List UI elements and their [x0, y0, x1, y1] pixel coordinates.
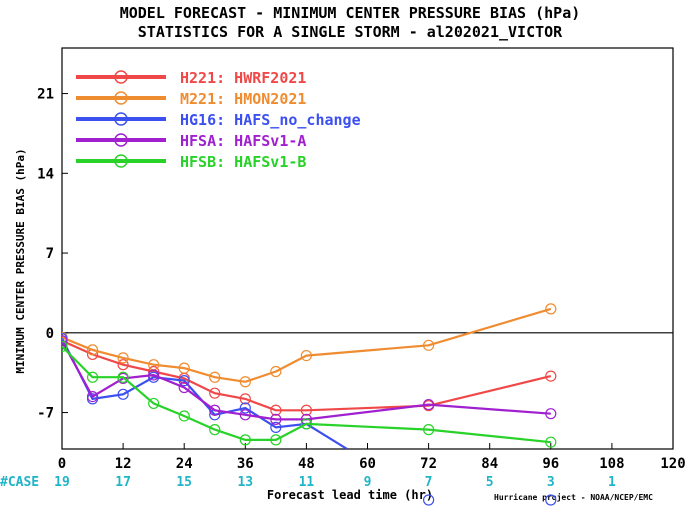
series-line	[62, 307, 552, 383]
x-tick-label: 96	[542, 456, 559, 472]
x-tick-label: 60	[359, 456, 376, 472]
legend-marker	[114, 154, 128, 168]
series-line	[62, 345, 551, 444]
series-point	[209, 371, 221, 383]
series-point	[545, 303, 557, 315]
series-point	[423, 424, 435, 436]
series-point	[270, 404, 282, 416]
y-tick-label: 21	[37, 87, 54, 103]
series-point	[178, 375, 190, 387]
chart-subtitle: STATISTICS FOR A SINGLE STORM - al202021…	[138, 23, 563, 41]
series-point	[148, 397, 160, 410]
series-point	[545, 370, 557, 382]
series-point	[62, 340, 68, 353]
series-point	[178, 381, 190, 394]
legend-label: HG16: HAFS_no_change	[180, 111, 361, 129]
series-point	[239, 434, 251, 446]
x-tick-label: 48	[298, 456, 315, 472]
series-point	[209, 387, 221, 399]
legend-label: HFSA: HAFSv1-A	[180, 132, 306, 150]
legend-label: H221: HWRF2021	[180, 69, 306, 87]
x-tick-label: 120	[660, 456, 685, 472]
series-line	[62, 338, 348, 449]
legend-label: HFSB: HAFSv1-B	[180, 153, 306, 171]
legend-marker	[114, 91, 128, 105]
offscale-marker	[423, 494, 435, 506]
series-point	[545, 408, 557, 420]
series-point	[62, 335, 68, 347]
series-point	[270, 434, 282, 446]
x-axis-label: Forecast lead time (hr)	[267, 488, 433, 502]
series-point	[239, 376, 251, 388]
series-point	[86, 344, 99, 356]
x-tick-label: 36	[237, 456, 254, 472]
plot-frame	[61, 47, 674, 450]
series-point	[300, 418, 312, 430]
case-label: #CASE	[0, 475, 39, 490]
series-point	[239, 402, 251, 414]
series-point	[270, 365, 282, 378]
case-count: 3	[547, 475, 555, 490]
series-line	[62, 339, 552, 412]
plot-area: 0 12 24 36 48 60 72 84 96 108 120 -7 0 7 14 21 H221: HWR…	[37, 47, 686, 506]
series-point	[86, 371, 99, 383]
series-point	[239, 409, 251, 421]
y-tick-label: 14	[37, 166, 54, 182]
case-count: 13	[237, 475, 253, 490]
x-tick-label: 108	[599, 456, 624, 472]
chart-title: MODEL FORECAST - MINIMUM CENTER PRESSURE…	[120, 4, 581, 22]
series-point	[239, 393, 251, 405]
x-tick-label: 24	[176, 456, 193, 472]
series-point	[270, 421, 282, 433]
series-point	[209, 404, 221, 416]
series-point	[117, 359, 129, 371]
legend-marker	[114, 112, 128, 126]
y-tick-label: 7	[46, 246, 54, 262]
series-line	[62, 340, 551, 421]
case-count: 17	[115, 475, 131, 490]
x-tick-label: 12	[115, 456, 132, 472]
series-point	[148, 369, 160, 381]
legend-label: M221: HMON2021	[180, 90, 306, 108]
x-tick-label: 72	[420, 456, 437, 472]
series-point	[423, 398, 435, 411]
series-point	[545, 436, 557, 448]
series-point	[270, 413, 282, 425]
series-point	[300, 349, 312, 362]
offscale-marker	[545, 494, 557, 506]
case-count: 7	[425, 475, 433, 490]
series-point	[86, 390, 99, 403]
case-count: 1	[608, 475, 616, 490]
legend-marker	[114, 133, 128, 147]
case-count: 5	[486, 475, 494, 490]
series-point	[117, 388, 129, 400]
case-count: 11	[299, 475, 315, 490]
y-tick-label: 0	[46, 326, 54, 342]
series-layer	[62, 303, 557, 449]
series-point	[178, 362, 190, 374]
series-point	[178, 410, 190, 422]
case-count: 9	[364, 475, 372, 490]
series-point	[117, 371, 129, 383]
series-point	[423, 339, 435, 351]
case-count: 19	[54, 475, 70, 490]
y-tick-label: -7	[37, 406, 54, 422]
y-axis-label: MINIMUM CENTER PRESSURE BIAS (hPa)	[14, 148, 27, 373]
x-tick-label: 84	[481, 456, 498, 472]
series-point	[209, 424, 221, 436]
case-count: 15	[176, 475, 192, 490]
series-point	[117, 352, 129, 364]
legend-marker	[114, 70, 128, 84]
credit-text: Hurricane project - NOAA/NCEP/EMC	[494, 492, 653, 502]
x-tick-label: 0	[58, 456, 66, 472]
series-point	[300, 404, 312, 416]
